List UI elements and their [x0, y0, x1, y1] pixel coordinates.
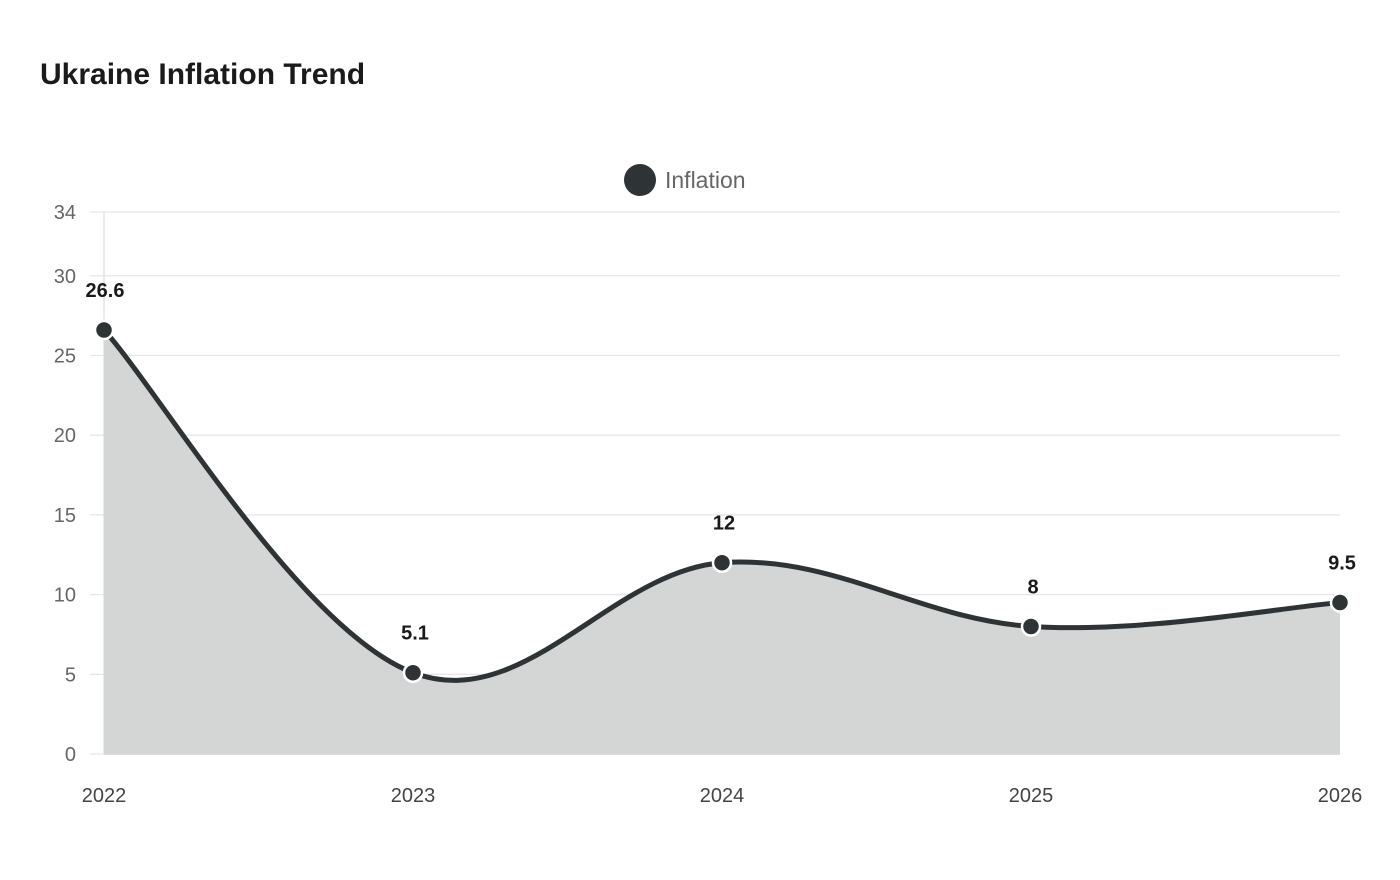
legend-label: Inflation [665, 167, 746, 193]
chart-title: Ukraine Inflation Trend [40, 58, 366, 91]
data-point [93, 319, 115, 341]
data-point [1020, 616, 1042, 637]
data-label: 12 [713, 513, 735, 535]
data-label: 8 [1027, 576, 1038, 598]
y-tick-label: 5 [65, 664, 76, 686]
x-tick-label: 2025 [1009, 785, 1054, 807]
y-tick-label: 30 [54, 266, 76, 288]
series-line [101, 327, 1343, 683]
data-label: 9.5 [1328, 553, 1356, 575]
y-tick-label: 0 [65, 744, 76, 766]
series-area [101, 327, 1343, 754]
data-point [1329, 592, 1351, 613]
y-tick-label: 20 [54, 425, 76, 447]
y-axis: 0 5 10 15 20 25 30 34 [54, 202, 76, 766]
x-axis: 2022 2023 2024 2025 2026 [82, 785, 1363, 807]
x-tick-label: 2023 [391, 785, 436, 807]
x-tick-label: 2024 [700, 785, 745, 807]
y-tick-label: 25 [54, 345, 76, 367]
series-area-fill [104, 329, 1340, 754]
data-point [711, 552, 733, 573]
legend-marker [624, 164, 656, 196]
y-tick-label: 15 [54, 505, 76, 527]
x-tick-label: 2026 [1318, 785, 1363, 807]
data-labels: 26.6 5.1 12 8 9.5 [86, 280, 1356, 645]
data-label: 26.6 [86, 280, 125, 302]
data-label: 5.1 [401, 623, 429, 645]
x-tick-label: 2022 [82, 785, 127, 807]
data-point [402, 662, 424, 683]
data-points [93, 319, 1351, 683]
y-tick-label: 10 [54, 585, 76, 607]
legend[interactable]: Inflation [624, 164, 746, 196]
y-tick-label: 34 [54, 202, 76, 224]
